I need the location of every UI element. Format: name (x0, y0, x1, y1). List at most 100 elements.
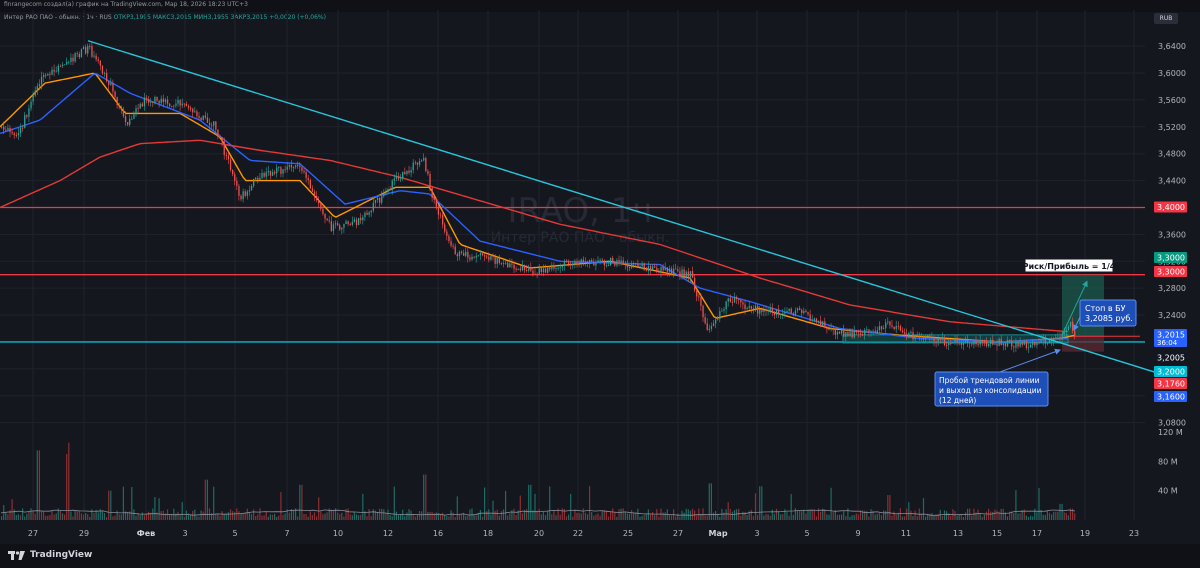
trendline[interactable] (87, 40, 1156, 373)
volume-bar (471, 508, 473, 520)
candle-body (24, 115, 26, 128)
candle-body (855, 330, 857, 333)
volume-bar (347, 508, 349, 520)
candle-body (845, 331, 847, 337)
candle-body (530, 267, 532, 271)
price-tag-label: 3,1600 (1157, 393, 1185, 402)
candle-body (442, 215, 444, 225)
currency-button[interactable]: RUB (1154, 13, 1178, 24)
credit-text: finrangecom создал(а) график на TradingV… (4, 1, 248, 8)
candle-body (922, 336, 925, 339)
candle-body (349, 224, 351, 225)
brand[interactable]: TradingView (8, 549, 92, 561)
volume-bar (43, 511, 45, 520)
volume-bar (345, 508, 347, 520)
candle-body (1038, 342, 1040, 344)
annotations[interactable]: Риск/Прибыль = 1/4 Стоп в БУ 3,2085 руб.… (934, 258, 1137, 407)
candle-body (131, 118, 133, 120)
stop-callout[interactable] (1079, 299, 1137, 327)
candle-body (17, 133, 20, 136)
candle-body (635, 263, 637, 264)
candle-body (1, 126, 3, 128)
volume-bar (202, 511, 204, 520)
time-tick-label: 22 (573, 529, 583, 538)
grid (0, 10, 1145, 520)
candle-body (1046, 342, 1049, 344)
stop-zone[interactable] (1062, 336, 1104, 352)
volume-bar (112, 516, 114, 520)
breakout-callout[interactable] (934, 371, 1049, 407)
candle-body (807, 312, 809, 315)
risk-reward-box[interactable] (1024, 258, 1114, 273)
candle-body (687, 271, 689, 277)
volume-bar (964, 512, 967, 520)
volume-bar (286, 509, 288, 520)
volume-bar (1063, 512, 1065, 520)
watermark-symbol: IRAO, 1ч (507, 191, 652, 231)
volume-bar (1013, 513, 1015, 520)
candle-body (513, 264, 515, 269)
volume-bar (307, 516, 309, 520)
volume-bar (143, 515, 145, 520)
candle-body (885, 322, 887, 329)
candle-body (89, 45, 91, 47)
time-axis[interactable]: 27 29 Фев 3 5 7 10 12 16 18 20 22 25 27 Мар 3 5 9 11 13 15 17… (28, 529, 1139, 538)
price-tag-label: 3,3000 (1157, 268, 1185, 277)
candle-body (397, 176, 400, 180)
candle-body (278, 167, 280, 168)
volume-bar (542, 512, 544, 520)
candle-body (526, 270, 528, 271)
candle-body (93, 55, 95, 57)
candle-body (639, 266, 641, 267)
price-tick-label: 3,4800 (1158, 150, 1186, 159)
volume-bar (269, 514, 271, 520)
volume-bar (696, 515, 698, 520)
volume-bar (324, 513, 326, 520)
candle-body (425, 158, 427, 172)
candle-body (1065, 329, 1067, 332)
candle-body (523, 265, 526, 271)
volume-bar (9, 510, 11, 520)
volume-bar (553, 510, 555, 520)
volume-bar (536, 510, 538, 520)
candle-body (187, 105, 190, 108)
price-tag (1154, 391, 1187, 402)
candle-body (790, 308, 792, 314)
candle-body (11, 131, 13, 134)
time-tick-label: 16 (433, 529, 443, 538)
volume-bar (794, 508, 796, 520)
time-tick-label: 19 (1080, 529, 1090, 538)
candle-body (431, 187, 433, 198)
candle-body (874, 330, 876, 334)
breakout-callout-line2: и выход из консолидации (939, 386, 1042, 395)
candle-body (412, 162, 414, 171)
volume-bar (448, 516, 450, 520)
candle-body (166, 99, 169, 104)
volume-bar (519, 495, 521, 520)
volume-bar (353, 512, 355, 520)
candle-body (87, 45, 89, 54)
candle-body (647, 266, 650, 272)
candle-body (691, 271, 694, 278)
candle-body (931, 337, 933, 339)
candle-body (91, 46, 93, 57)
volume-bar (418, 511, 421, 520)
volume-bar (511, 510, 513, 520)
volume-bar (492, 500, 494, 520)
candle-body (383, 193, 385, 197)
volume-bar (656, 509, 658, 520)
candle-body (406, 170, 408, 175)
candle-body (5, 129, 7, 131)
volume-bar (845, 516, 847, 520)
descending-trendline[interactable] (87, 40, 1156, 373)
candle-body (967, 340, 969, 343)
volume-bar (977, 509, 979, 520)
candle-body (988, 344, 990, 346)
candle-body (698, 296, 700, 298)
stop-callout-line1: Стоп в БУ (1085, 304, 1126, 313)
volume-bar (767, 514, 769, 520)
candle-body (30, 101, 32, 109)
candle-body (467, 251, 469, 258)
candle-body (183, 103, 185, 105)
price-chart[interactable]: IRAO, 1ч Интер РАО ПАО - обыкн. Риск/При… (0, 0, 1200, 544)
